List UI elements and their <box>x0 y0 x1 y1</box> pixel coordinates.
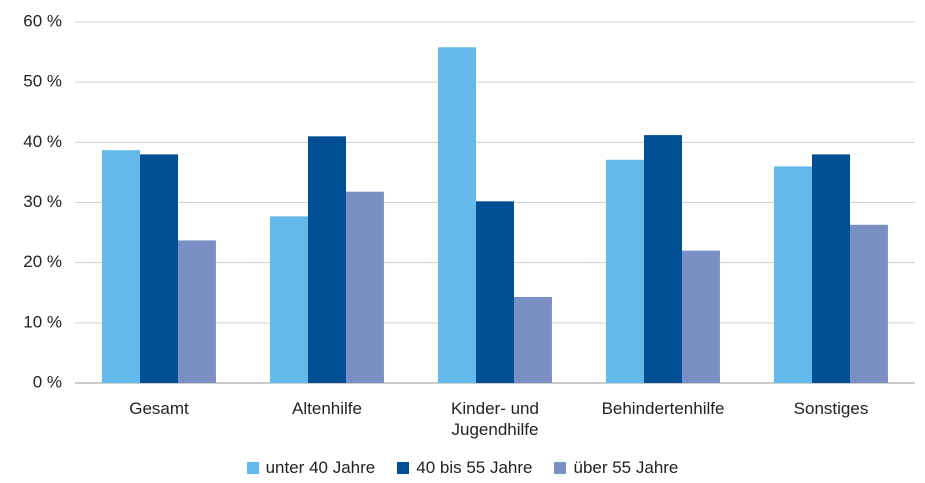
bar <box>345 191 384 383</box>
bar <box>438 47 477 384</box>
bar <box>812 154 850 383</box>
y-tick-label: 0 % <box>33 372 62 391</box>
legend-label: 40 bis 55 Jahre <box>416 458 533 477</box>
bar <box>513 296 552 383</box>
legend-swatch <box>554 462 567 474</box>
legend: unter 40 Jahre 40 bis 55 Jahre über 55 Jah… <box>0 458 925 478</box>
y-tick-label: 30 % <box>23 192 62 211</box>
legend-item: unter 40 Jahre <box>246 458 376 478</box>
x-tick-label: Altenhilfe <box>292 399 362 418</box>
bar <box>270 216 309 383</box>
y-tick-label: 50 % <box>23 72 62 91</box>
y-tick-label: 10 % <box>23 312 62 331</box>
bar <box>774 166 813 383</box>
bar <box>849 224 888 383</box>
legend-label: unter 40 Jahre <box>265 458 376 477</box>
bar <box>681 250 720 383</box>
legend-label: über 55 Jahre <box>573 458 679 477</box>
x-tick-label: Behindertenhilfe <box>601 399 725 418</box>
bar <box>606 159 645 383</box>
legend-item: über 55 Jahre <box>554 458 678 478</box>
bar <box>102 150 141 383</box>
y-tick-label: 60 % <box>23 11 62 30</box>
x-tick-label: Gesamt <box>129 399 189 418</box>
x-tick-label: Sonstiges <box>793 399 869 418</box>
bar <box>644 135 682 383</box>
bar <box>476 201 514 383</box>
bar <box>177 240 216 383</box>
legend-swatch <box>246 462 259 474</box>
bar <box>140 154 178 383</box>
x-tick-label: Kinder- und Jugendhilfe <box>451 399 539 439</box>
bar <box>308 136 346 383</box>
y-tick-label: 20 % <box>23 252 62 271</box>
legend-swatch <box>397 462 410 474</box>
legend-item: 40 bis 55 Jahre <box>397 458 532 478</box>
y-tick-label: 40 % <box>23 132 62 151</box>
